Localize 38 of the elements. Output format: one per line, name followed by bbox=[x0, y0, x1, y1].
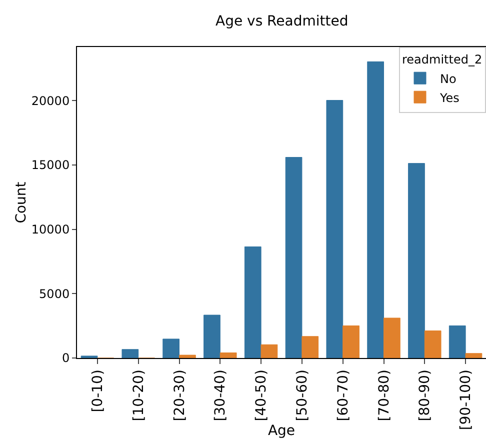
x-tick-label: [50-60) bbox=[294, 370, 310, 422]
x-tick-label: [70-80) bbox=[376, 370, 392, 422]
y-axis-title: Count bbox=[13, 181, 30, 224]
bar bbox=[342, 325, 360, 358]
x-axis-title: Age bbox=[268, 423, 296, 440]
bar bbox=[384, 318, 400, 358]
bar bbox=[260, 344, 278, 358]
bar bbox=[122, 349, 139, 358]
y-tick-label: 20000 bbox=[31, 94, 70, 108]
x-tick-label: [20-30) bbox=[172, 370, 188, 422]
x-tick-label: [30-40) bbox=[212, 370, 229, 422]
x-tick-label: [10-20) bbox=[130, 370, 147, 422]
bar bbox=[244, 246, 262, 358]
bar bbox=[326, 100, 344, 358]
x-tick-label: [60-70) bbox=[335, 370, 352, 422]
bar bbox=[367, 61, 384, 358]
bar bbox=[285, 157, 302, 358]
legend-label: Yes bbox=[439, 90, 460, 105]
bar bbox=[448, 325, 466, 358]
bar bbox=[162, 338, 180, 358]
bar bbox=[220, 352, 237, 358]
x-tick-label: [80-90) bbox=[417, 370, 434, 422]
y-tick-label: 5000 bbox=[39, 286, 70, 301]
y-tick-label: 10000 bbox=[31, 222, 70, 237]
x-tick-label: [40-50) bbox=[254, 370, 270, 422]
bar bbox=[424, 330, 442, 358]
chart-title: Age vs Readmitted bbox=[216, 13, 348, 30]
y-tick-label: 0 bbox=[62, 351, 70, 366]
bar bbox=[408, 163, 425, 358]
bar bbox=[204, 314, 220, 358]
bar bbox=[302, 336, 319, 358]
x-tick-label: [0-10) bbox=[90, 370, 106, 412]
bar bbox=[465, 353, 482, 358]
legend-title: readmitted_2 bbox=[402, 52, 482, 67]
y-tick-label: 15000 bbox=[31, 158, 70, 172]
x-tick-label: [90-100) bbox=[458, 370, 474, 430]
bar bbox=[179, 354, 196, 358]
legend-label: No bbox=[440, 72, 456, 86]
